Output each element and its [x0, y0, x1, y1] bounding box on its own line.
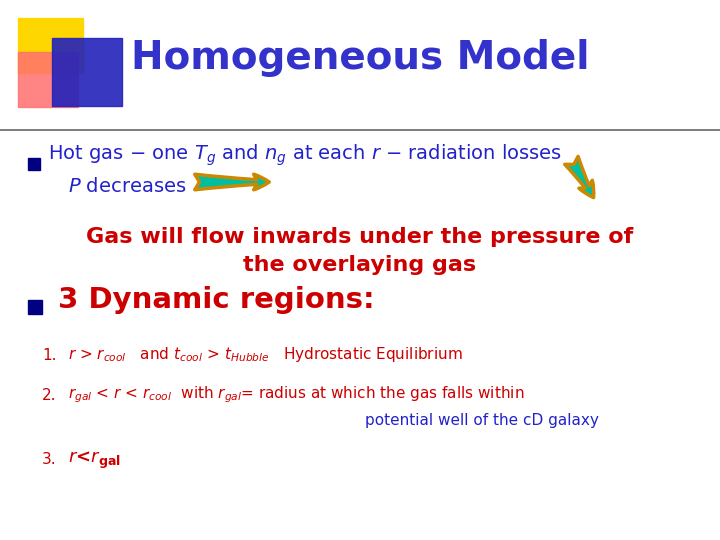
Text: Hot gas $-$ one $T_g$ and $n_g$ at each $r$ $-$ radiation losses: Hot gas $-$ one $T_g$ and $n_g$ at each … — [48, 142, 562, 168]
Bar — [18, 52, 78, 107]
Bar — [52, 38, 122, 106]
Bar — [28, 300, 42, 314]
Text: $\it{r}_{gal}$ < $\it{r}$ < $\it{r}_{cool}$  with $\it{r}_{gal}$= radius at whic: $\it{r}_{gal}$ < $\it{r}$ < $\it{r}_{coo… — [68, 384, 524, 406]
Text: $\it{P}$ decreases: $\it{P}$ decreases — [68, 177, 186, 195]
Text: 3 Dynamic regions:: 3 Dynamic regions: — [58, 286, 374, 314]
Bar — [18, 18, 83, 73]
Bar — [28, 158, 40, 170]
Text: Homogeneous Model: Homogeneous Model — [131, 39, 589, 77]
Text: the overlaying gas: the overlaying gas — [243, 255, 477, 275]
Text: Gas will flow inwards under the pressure of: Gas will flow inwards under the pressure… — [86, 227, 634, 247]
Text: 1.: 1. — [42, 348, 56, 362]
Text: 3.: 3. — [42, 453, 57, 468]
Text: $\it{r}$ > $\it{r}_{cool}$   and $\it{t}_{cool}$ > $\it{t}_{Hubble}$   Hydrostat: $\it{r}$ > $\it{r}_{cool}$ and $\it{t}_{… — [68, 346, 463, 365]
Text: $\bf{\it{r}}$<$\bf{\it{r}}_{gal}$: $\bf{\it{r}}$<$\bf{\it{r}}_{gal}$ — [68, 449, 121, 470]
Text: potential well of the cD galaxy: potential well of the cD galaxy — [365, 413, 599, 428]
Text: 2.: 2. — [42, 388, 56, 402]
